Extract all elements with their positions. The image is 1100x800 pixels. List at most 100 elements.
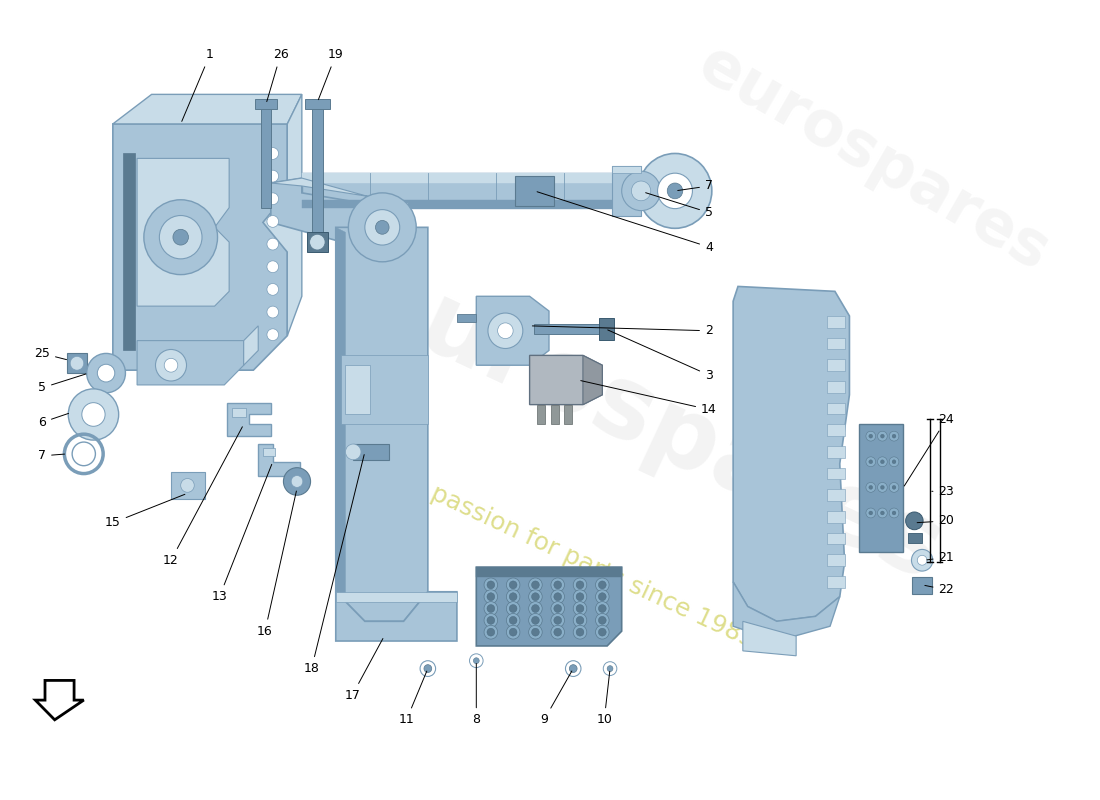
Circle shape <box>595 590 609 603</box>
Circle shape <box>573 578 586 592</box>
Circle shape <box>488 313 522 349</box>
Polygon shape <box>827 316 845 328</box>
Polygon shape <box>263 94 301 336</box>
Circle shape <box>529 626 542 639</box>
Circle shape <box>878 431 888 441</box>
Circle shape <box>551 578 564 592</box>
Polygon shape <box>476 296 549 366</box>
Polygon shape <box>827 554 845 566</box>
Circle shape <box>70 356 84 370</box>
Polygon shape <box>307 232 328 252</box>
Circle shape <box>365 210 399 245</box>
Circle shape <box>880 460 884 464</box>
Polygon shape <box>515 176 553 206</box>
Circle shape <box>866 431 876 441</box>
Polygon shape <box>271 178 408 247</box>
Circle shape <box>892 486 896 490</box>
Circle shape <box>869 460 872 464</box>
Circle shape <box>869 486 872 490</box>
Polygon shape <box>827 511 845 523</box>
Polygon shape <box>301 173 622 183</box>
Circle shape <box>267 329 278 341</box>
Circle shape <box>576 628 584 636</box>
Circle shape <box>573 602 586 615</box>
Text: 15: 15 <box>104 494 185 530</box>
Polygon shape <box>113 94 301 124</box>
Circle shape <box>551 602 564 615</box>
Circle shape <box>553 581 562 589</box>
Circle shape <box>173 230 188 245</box>
Circle shape <box>267 306 278 318</box>
Circle shape <box>509 605 517 613</box>
Polygon shape <box>301 200 622 208</box>
Text: 21: 21 <box>927 550 954 564</box>
Circle shape <box>869 434 872 438</box>
Text: 11: 11 <box>398 671 427 726</box>
Circle shape <box>529 578 542 592</box>
Circle shape <box>529 602 542 615</box>
Circle shape <box>160 215 202 259</box>
Circle shape <box>668 183 683 198</box>
Polygon shape <box>859 424 903 552</box>
Text: 18: 18 <box>304 454 364 675</box>
Circle shape <box>144 200 218 274</box>
Polygon shape <box>733 286 849 622</box>
Circle shape <box>531 593 539 601</box>
Polygon shape <box>912 577 932 594</box>
Text: 23: 23 <box>932 485 954 498</box>
Circle shape <box>531 616 539 624</box>
Polygon shape <box>827 533 845 545</box>
Polygon shape <box>827 381 845 393</box>
Bar <box>263 448 275 456</box>
Circle shape <box>878 482 888 492</box>
Circle shape <box>573 626 586 639</box>
Circle shape <box>889 457 899 466</box>
Circle shape <box>880 486 884 490</box>
Polygon shape <box>733 582 839 641</box>
Text: 8: 8 <box>472 663 481 726</box>
Polygon shape <box>301 173 622 208</box>
Circle shape <box>607 666 613 671</box>
Circle shape <box>484 578 497 592</box>
Circle shape <box>284 468 310 495</box>
Circle shape <box>551 626 564 639</box>
Circle shape <box>267 238 278 250</box>
Text: 6: 6 <box>39 414 68 429</box>
Polygon shape <box>827 402 845 414</box>
Polygon shape <box>551 405 559 424</box>
Circle shape <box>531 628 539 636</box>
Circle shape <box>880 434 884 438</box>
Text: 4: 4 <box>537 192 713 254</box>
Circle shape <box>506 590 520 603</box>
Text: a passion for parts since 1985: a passion for parts since 1985 <box>406 471 759 653</box>
Circle shape <box>487 581 495 589</box>
Circle shape <box>576 605 584 613</box>
Circle shape <box>506 626 520 639</box>
Circle shape <box>531 605 539 613</box>
Circle shape <box>509 593 517 601</box>
Circle shape <box>484 614 497 627</box>
Text: 13: 13 <box>211 464 272 603</box>
Circle shape <box>866 482 876 492</box>
Circle shape <box>595 626 609 639</box>
Polygon shape <box>476 567 622 646</box>
Polygon shape <box>138 158 229 306</box>
Polygon shape <box>353 444 389 460</box>
Circle shape <box>375 221 389 234</box>
Circle shape <box>509 581 517 589</box>
Circle shape <box>570 665 578 673</box>
Circle shape <box>866 508 876 518</box>
Circle shape <box>292 475 302 487</box>
Circle shape <box>267 261 278 273</box>
Polygon shape <box>35 681 84 720</box>
Circle shape <box>87 354 125 393</box>
Circle shape <box>658 173 692 209</box>
Polygon shape <box>305 99 330 109</box>
Circle shape <box>598 581 606 589</box>
Circle shape <box>470 654 483 668</box>
Text: 5: 5 <box>646 193 713 219</box>
Circle shape <box>878 508 888 518</box>
Polygon shape <box>600 318 614 340</box>
Text: 24: 24 <box>904 413 954 486</box>
Circle shape <box>484 602 497 615</box>
